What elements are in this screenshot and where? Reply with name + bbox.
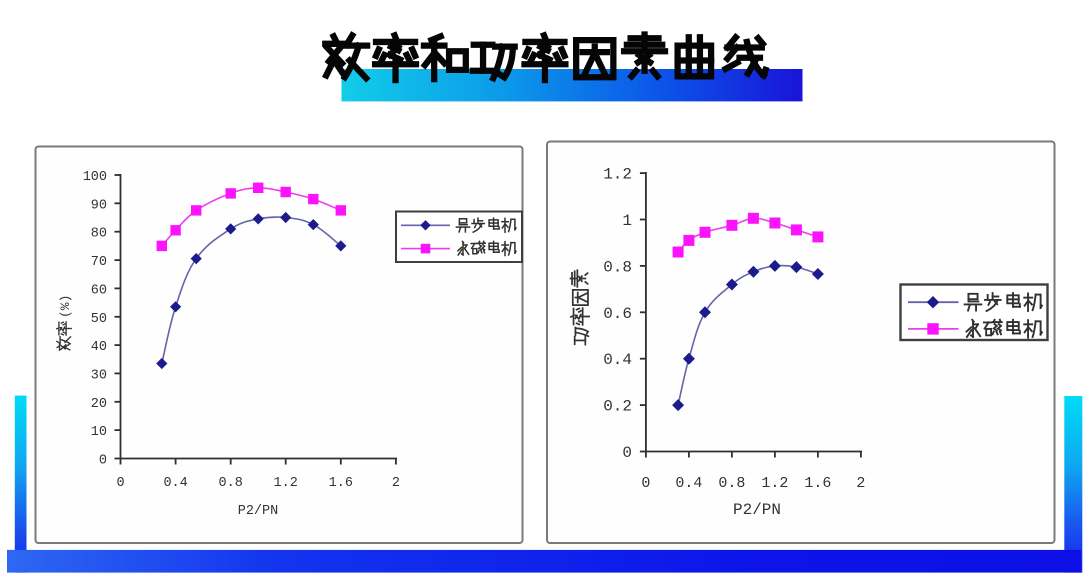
svg-text:90: 90 [91,198,107,213]
svg-text:70: 70 [91,255,107,270]
svg-text:30: 30 [91,368,107,383]
svg-text:50: 50 [91,312,107,327]
svg-text:0.4: 0.4 [675,475,702,492]
svg-text:2: 2 [392,476,400,491]
svg-text:1.2: 1.2 [761,475,788,492]
svg-text:1.2: 1.2 [274,476,298,491]
svg-text:0.8: 0.8 [718,475,745,492]
svg-text:0.4: 0.4 [163,476,187,491]
svg-text:100: 100 [83,170,107,185]
svg-text:10: 10 [91,425,107,440]
svg-text:P2/PN: P2/PN [238,504,279,519]
svg-text:0.2: 0.2 [603,398,632,416]
svg-text:0: 0 [622,444,632,462]
svg-text:0: 0 [99,454,107,469]
svg-text:2: 2 [856,475,865,492]
svg-text:0.6: 0.6 [603,305,632,323]
svg-text:1.6: 1.6 [329,476,353,491]
svg-text:1: 1 [622,212,632,230]
svg-text:80: 80 [91,227,107,242]
svg-text:20: 20 [91,397,107,412]
svg-text:1.2: 1.2 [603,166,632,184]
svg-text:0.4: 0.4 [603,351,632,369]
svg-text:40: 40 [91,340,107,355]
svg-text:0.8: 0.8 [603,258,632,276]
svg-text:0.8: 0.8 [219,476,243,491]
svg-text:1.6: 1.6 [804,475,831,492]
svg-text:0: 0 [641,475,650,492]
svg-text:P2/PN: P2/PN [733,501,781,519]
svg-text:(%): (%) [58,295,73,318]
svg-text:60: 60 [91,283,107,298]
svg-text:0: 0 [116,476,124,491]
